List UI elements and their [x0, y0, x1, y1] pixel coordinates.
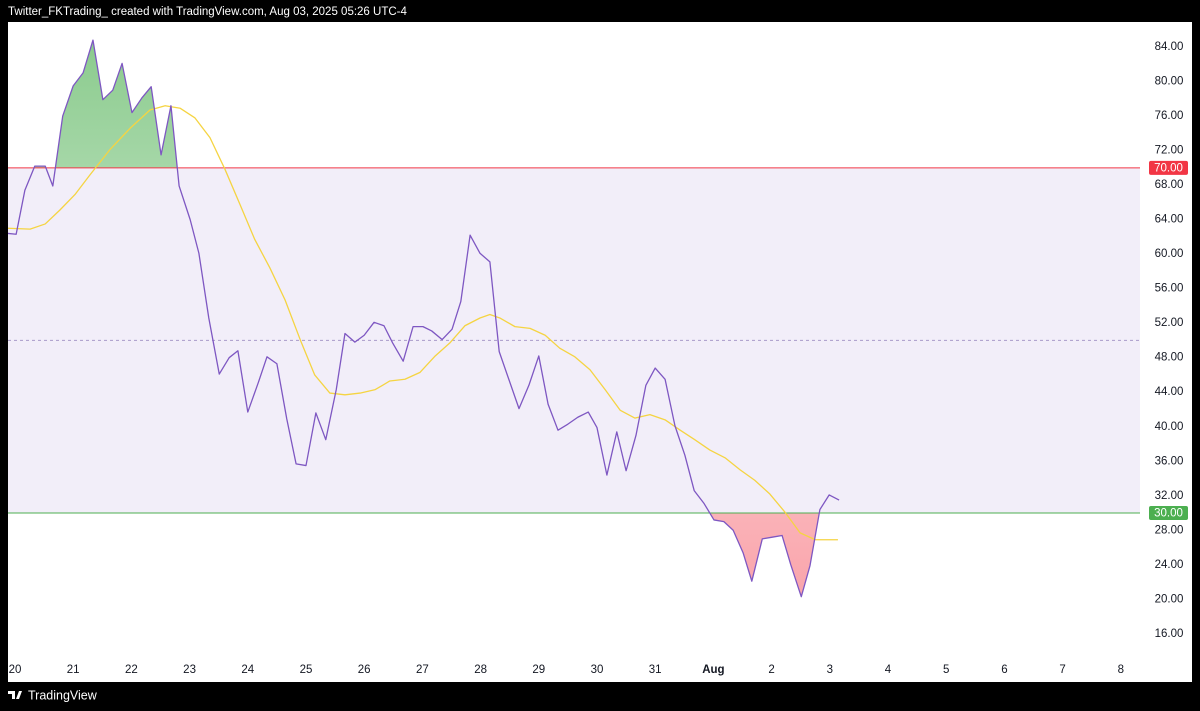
x-tick-label: 2: [768, 664, 774, 676]
series-line: [8, 105, 838, 541]
y-tick-label: 64.00: [1155, 214, 1184, 226]
x-tick-label: 8: [1118, 664, 1124, 676]
x-tick-label: 25: [300, 664, 313, 676]
x-tick-label: 4: [885, 664, 892, 676]
level-label: 30.00: [1154, 508, 1183, 520]
y-tick-label: 48.00: [1155, 352, 1184, 364]
oversold-fill: [709, 513, 820, 597]
x-tick-label: 3: [827, 664, 833, 676]
x-tick-label: 28: [474, 664, 487, 676]
brand-logo: [8, 691, 22, 699]
x-tick-label: 7: [1059, 664, 1065, 676]
overbought-fill: [34, 40, 178, 168]
x-tick-label: Aug: [702, 664, 724, 676]
x-tick-label: 6: [1001, 664, 1007, 676]
y-tick-label: 52.00: [1155, 317, 1184, 329]
y-tick-label: 16.00: [1155, 628, 1184, 640]
y-tick-label: 76.00: [1155, 110, 1184, 122]
y-tick-label: 40.00: [1155, 421, 1184, 433]
oversold-fill-group: [709, 513, 820, 597]
y-tick-label: 56.00: [1155, 283, 1184, 295]
y-tick-label: 20.00: [1155, 593, 1184, 605]
level-label: 70.00: [1154, 162, 1183, 174]
y-tick-label: 36.00: [1155, 455, 1184, 467]
x-tick-label: 23: [183, 664, 196, 676]
overbought-fill-group: [34, 40, 178, 168]
x-tick-label: 21: [67, 664, 80, 676]
header-text: Twitter_FKTrading_ created with TradingV…: [8, 6, 407, 18]
plot-area: [8, 39, 1140, 598]
y-tick-label: 60.00: [1155, 248, 1184, 260]
y-tick-label: 28.00: [1155, 524, 1184, 536]
x-tick-label: 31: [649, 664, 662, 676]
x-tick-label: 30: [591, 664, 604, 676]
x-tick-label: 24: [241, 664, 254, 676]
y-tick-label: 44.00: [1155, 386, 1184, 398]
x-tick-label: 22: [125, 664, 138, 676]
y-tick-label: 24.00: [1155, 559, 1184, 571]
brand-name: TradingView: [28, 688, 98, 702]
series-line: [8, 39, 840, 598]
level-label-box: [1149, 160, 1188, 175]
x-tick-label: 26: [358, 664, 371, 676]
y-tick-label: 72.00: [1155, 145, 1184, 157]
x-tick-label: 5: [943, 664, 949, 676]
y-tick-label: 84.00: [1155, 41, 1184, 53]
level-label-box: [1149, 506, 1188, 521]
x-tick-label: 27: [416, 664, 429, 676]
y-tick-label: 32.00: [1155, 490, 1184, 502]
x-tick-label: 20: [9, 664, 22, 676]
x-tick-label: 29: [532, 664, 545, 676]
y-tick-label: 80.00: [1155, 76, 1184, 88]
y-tick-label: 68.00: [1155, 179, 1184, 191]
